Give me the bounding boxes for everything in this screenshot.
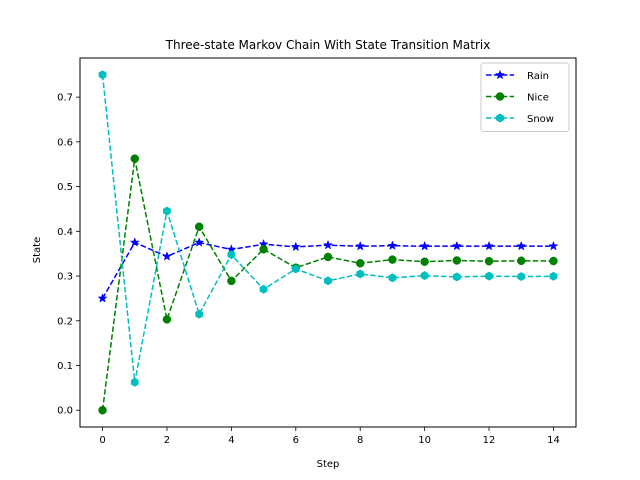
data-point-nice <box>452 256 462 265</box>
data-point-rain <box>322 239 334 250</box>
data-point-snow <box>195 309 204 319</box>
data-point-nice <box>484 256 494 266</box>
legend-marker <box>494 69 506 80</box>
data-point-nice <box>516 256 526 266</box>
x-tick-label: 4 <box>228 435 234 446</box>
data-point-nice <box>227 276 236 286</box>
data-point-nice <box>162 315 172 324</box>
data-point-rain <box>290 241 301 252</box>
data-point-nice <box>194 222 204 232</box>
data-point-snow <box>485 271 493 281</box>
series-snow <box>98 70 558 387</box>
data-point-nice <box>130 154 140 163</box>
data-point-rain <box>419 240 430 251</box>
y-tick-label: 0.4 <box>57 227 73 238</box>
data-point-rain <box>548 240 559 251</box>
legend-item-rain: Rain <box>486 69 549 82</box>
data-point-snow <box>324 276 332 286</box>
legend-label: Rain <box>527 71 549 82</box>
data-point-rain <box>451 240 462 251</box>
y-tick-label: 0.0 <box>57 406 73 417</box>
data-point-snow <box>388 273 397 283</box>
legend-label: Snow <box>527 114 554 125</box>
data-point-snow <box>452 272 461 282</box>
x-tick-label: 0 <box>99 435 105 446</box>
x-tick-label: 10 <box>418 435 431 446</box>
legend-label: Nice <box>527 93 549 104</box>
plot-area <box>97 70 559 415</box>
y-axis-label: State <box>32 237 43 263</box>
data-point-snow <box>98 70 107 80</box>
data-point-nice <box>549 256 558 266</box>
data-point-snow <box>291 264 300 274</box>
data-point-snow <box>517 272 526 282</box>
legend-item-nice: Nice <box>486 92 549 104</box>
data-point-nice <box>323 252 333 262</box>
data-point-rain <box>387 240 398 250</box>
data-point-snow <box>356 269 365 279</box>
data-point-nice <box>259 245 268 254</box>
y-tick-label: 0.7 <box>57 93 73 104</box>
data-point-rain <box>355 240 366 251</box>
x-axis-label: Step <box>317 459 340 470</box>
y-tick-label: 0.5 <box>57 182 73 193</box>
x-tick-label: 14 <box>547 435 560 446</box>
x-tick-label: 8 <box>357 435 363 446</box>
y-tick-label: 0.6 <box>57 137 73 148</box>
data-point-rain <box>194 237 205 247</box>
legend-box <box>480 62 570 132</box>
series-rain <box>97 237 559 303</box>
x-tick-label: 2 <box>164 435 170 446</box>
axes-frame <box>79 57 577 428</box>
legend-marker <box>495 92 505 101</box>
axis-ticks: 0 2 4 6 8 10 12 14 0.0 0.1 0.2 0.3 0.4 0.5 0.6 0.7 <box>57 93 560 446</box>
legend: Rain Nice Snow <box>480 62 570 132</box>
data-point-rain <box>129 237 140 247</box>
y-tick-label: 0.3 <box>57 272 73 283</box>
data-point-nice <box>388 255 397 264</box>
data-point-snow <box>549 271 558 281</box>
series-line-nice <box>101 158 554 411</box>
series-nice <box>98 154 558 415</box>
data-point-rain <box>97 293 108 303</box>
data-point-snow <box>259 284 268 294</box>
data-point-snow <box>420 271 429 281</box>
x-tick-label: 6 <box>293 435 299 446</box>
data-point-snow <box>130 377 139 387</box>
data-point-snow <box>163 206 171 216</box>
y-tick-label: 0.2 <box>57 316 73 327</box>
data-point-rain <box>161 251 173 261</box>
data-point-snow <box>227 250 236 260</box>
chart-title: Three-state Markov Chain With State Tran… <box>165 38 491 52</box>
legend-marker <box>496 113 504 123</box>
data-point-rain <box>516 240 527 251</box>
data-point-nice <box>420 257 429 266</box>
data-point-nice <box>355 259 365 268</box>
legend-item-snow: Snow <box>486 113 554 125</box>
y-tick-label: 0.1 <box>57 361 73 372</box>
data-point-nice <box>98 405 107 415</box>
data-point-rain <box>483 240 495 251</box>
x-tick-label: 12 <box>483 435 496 446</box>
